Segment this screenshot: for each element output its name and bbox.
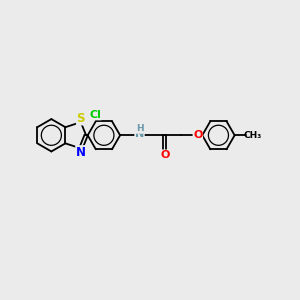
- Text: O: O: [193, 130, 203, 140]
- Text: N: N: [135, 129, 144, 139]
- Text: CH₃: CH₃: [244, 131, 262, 140]
- Text: S: S: [76, 112, 85, 125]
- Text: N: N: [76, 146, 86, 159]
- Text: Cl: Cl: [89, 110, 101, 120]
- Text: O: O: [160, 150, 170, 160]
- Text: H: H: [136, 124, 143, 133]
